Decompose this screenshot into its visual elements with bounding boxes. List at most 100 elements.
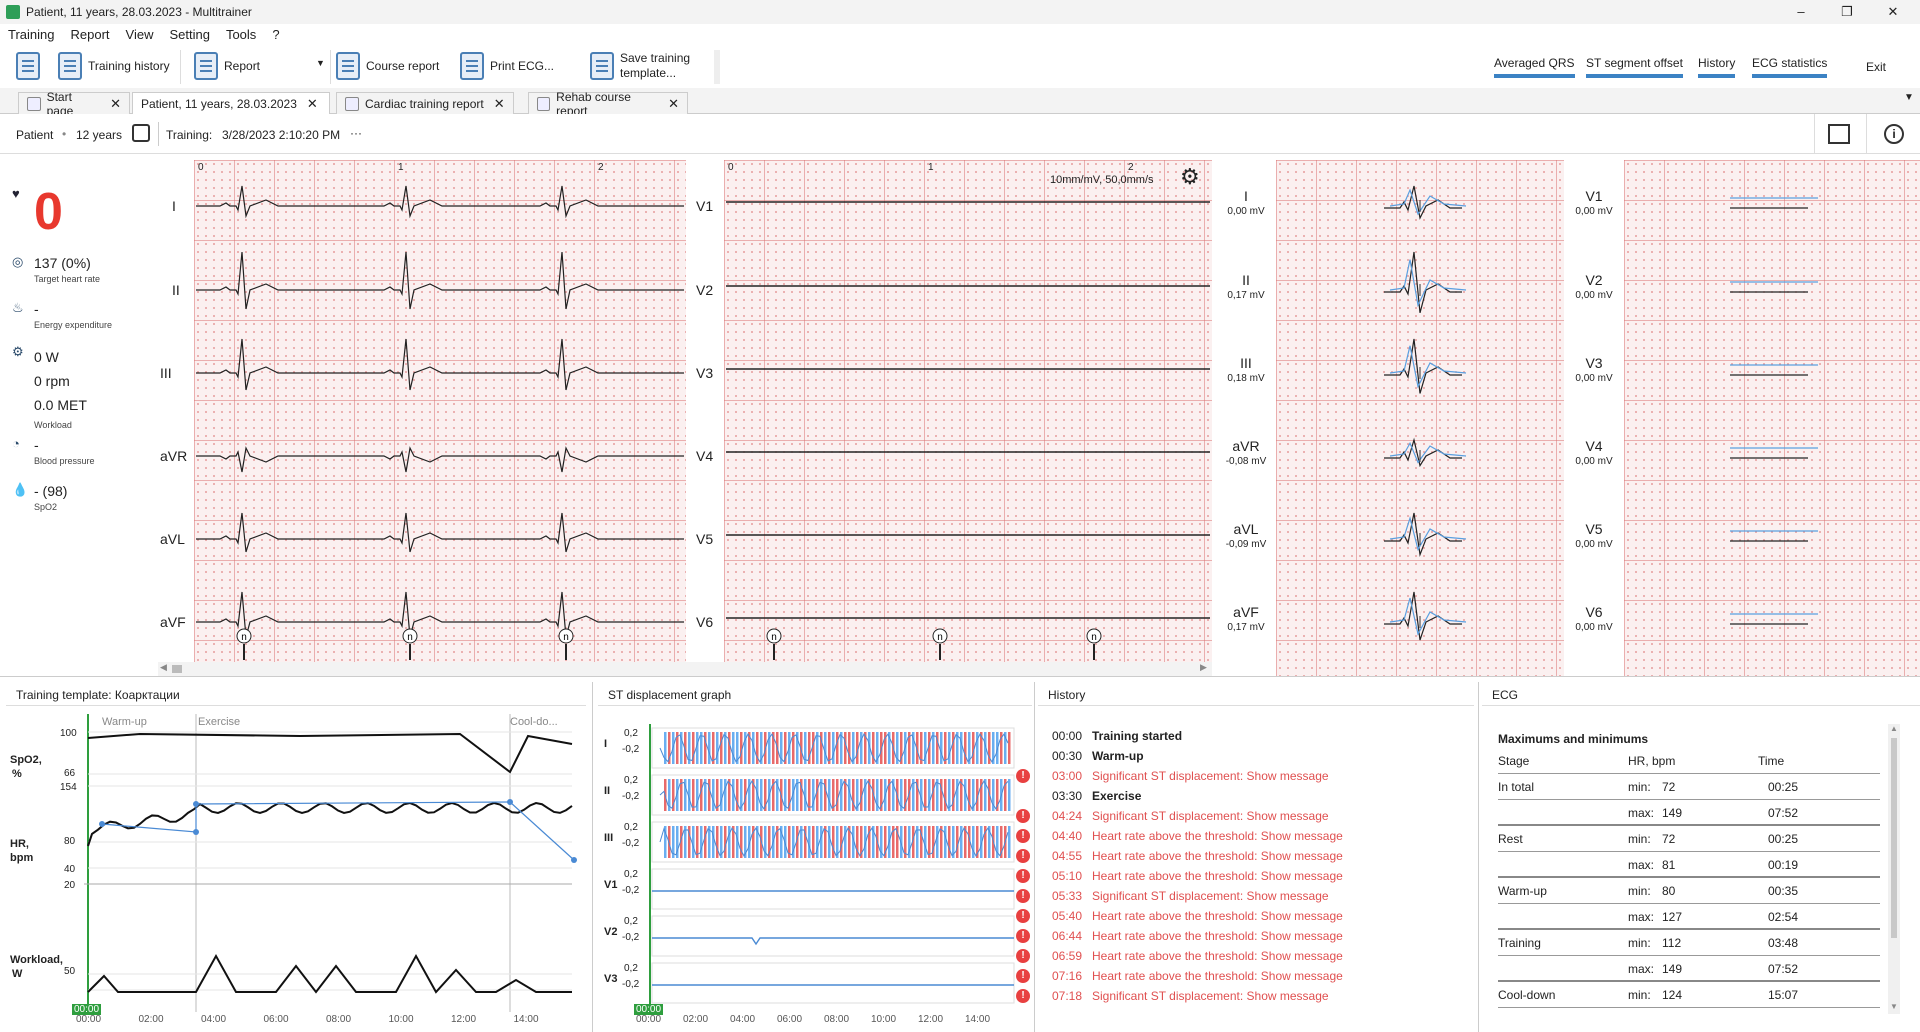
st-bar [920, 779, 923, 811]
scroll-left-icon[interactable]: ◀ [160, 662, 167, 672]
tab-history[interactable]: History [1698, 56, 1736, 78]
st-bar [912, 732, 915, 764]
st-bar [916, 826, 919, 858]
history-text: Heart rate above the threshold: Show mes… [1092, 929, 1343, 943]
patient-card-icon[interactable] [132, 124, 150, 142]
tab-ecg-statistics[interactable]: ECG statistics [1752, 56, 1828, 78]
spo2-tick-66: 66 [64, 768, 76, 779]
maximize-button[interactable]: ❐ [1841, 4, 1853, 19]
menu-tools[interactable]: Tools [225, 26, 257, 42]
close-button[interactable]: ✕ [1887, 4, 1899, 19]
st-bar [1004, 779, 1007, 811]
menu-view[interactable]: View [125, 26, 154, 42]
lead-label-v3: V3 [696, 365, 714, 381]
beat-marker-circle [402, 628, 418, 644]
st-bar [756, 826, 759, 858]
report-button[interactable]: Report [194, 48, 260, 84]
tab-overflow-icon[interactable]: ▼ [1904, 92, 1914, 103]
save-button[interactable] [16, 48, 46, 84]
stats-row: max: 127 02:54 [1498, 904, 1880, 930]
stats-scrollbar[interactable]: ▲ ▼ [1888, 724, 1900, 1014]
alert-icon: ! [1016, 909, 1030, 923]
st-bar [724, 732, 727, 764]
save-template-button[interactable]: Save training template... [590, 48, 690, 84]
stats-hr: 127 [1662, 910, 1683, 924]
alert-icon: ! [1016, 849, 1030, 863]
avg-qrs-blue [1389, 441, 1467, 464]
tab-cardiac-training-report[interactable]: Cardiac training report ✕ [336, 92, 514, 114]
phase-exercise: Exercise [198, 716, 241, 728]
hr-target-point [571, 857, 577, 863]
ecg-grid-limb [194, 160, 686, 662]
st-bar [860, 779, 863, 811]
st-bar [892, 779, 895, 811]
scroll-up-icon[interactable]: ▲ [1890, 724, 1898, 733]
st-time-tick: 04:00 [730, 1014, 756, 1025]
info-icon[interactable]: i [1884, 124, 1904, 144]
stats-scroll-thumb[interactable] [1891, 738, 1897, 938]
vitals-panel: ♥ 0 ◎ 137 (0%) Target heart rate ♨ - Energy e… [0, 155, 158, 675]
scroll-thumb[interactable] [172, 665, 182, 673]
bike-icon: ⚙ [12, 344, 24, 359]
st-graph-lead-iii: III [604, 832, 614, 844]
close-tab-icon[interactable]: ✕ [306, 95, 318, 111]
close-tab-icon[interactable]: ✕ [668, 95, 679, 111]
scroll-down-icon[interactable]: ▼ [1890, 1002, 1898, 1011]
st-bar [876, 779, 879, 811]
menu-setting[interactable]: Setting [169, 26, 210, 42]
template-time-tick: 10:00 [388, 1014, 414, 1025]
st-lead-avr: aVR [1232, 438, 1260, 454]
st-lead-avl: aVL [1233, 521, 1259, 537]
st-bar [728, 732, 731, 764]
training-history-button[interactable]: Training history [58, 48, 170, 84]
fullscreen-icon[interactable] [1828, 124, 1850, 144]
st-bar [708, 826, 711, 858]
close-tab-icon[interactable]: ✕ [493, 95, 505, 111]
alert-icon: ! [1016, 969, 1030, 983]
stats-kind: min: [1628, 988, 1651, 1002]
tab-patient[interactable]: Patient, 11 years, 28.03.2023 ✕ [132, 92, 330, 114]
history-text: Heart rate above the threshold: Show mes… [1092, 969, 1343, 983]
tab-averaged-qrs[interactable]: Averaged QRS [1494, 56, 1575, 78]
menu-report[interactable]: Report [70, 26, 110, 42]
workload-label: Workload [34, 420, 72, 430]
st-bar [844, 779, 847, 811]
menu-help[interactable]: ? [272, 26, 280, 42]
st-value-v5: 0,00 mV [1575, 539, 1613, 550]
st-bar [788, 826, 791, 858]
menu-training[interactable]: Training [8, 26, 55, 42]
history-item: ! 07:18 Significant ST displacement: Show … [1016, 986, 1329, 1006]
document-tabs: Start page ✕ Patient, 11 years, 28.03.202… [0, 88, 1920, 118]
st-bar [948, 826, 951, 858]
stats-header-row: Stage HR, bpm Time [1498, 748, 1880, 774]
workload-line [87, 953, 572, 994]
lead-label-iii: III [160, 365, 172, 381]
course-report-button[interactable]: Course report [336, 48, 439, 84]
st-bar [776, 779, 779, 811]
stats-row: Training min: 112 03:48 [1498, 930, 1880, 956]
template-time-tick: 04:00 [201, 1014, 227, 1025]
exit-button[interactable]: Exit [1866, 60, 1887, 74]
close-tab-icon[interactable]: ✕ [110, 95, 121, 111]
st-bar [824, 732, 827, 764]
hr-target-point [193, 801, 199, 807]
report-dropdown-icon[interactable]: ▼ [316, 58, 325, 68]
ecg-scrollbar[interactable]: ◀ ▶ [158, 662, 1212, 676]
st-lead-iii: III [1240, 355, 1252, 371]
ecg-settings-gear-icon[interactable]: ⚙ [1180, 164, 1200, 189]
print-ecg-button[interactable]: Print ECG... [460, 48, 554, 84]
st-bar [764, 826, 767, 858]
st-bar [960, 826, 963, 858]
more-button[interactable]: ··· [350, 126, 362, 140]
st-bar [668, 732, 671, 764]
st-bar [936, 779, 939, 811]
spo2-tick-100: 100 [60, 728, 77, 739]
st-bar [900, 779, 903, 811]
tab-st-segment-offset[interactable]: ST segment offset [1586, 56, 1683, 78]
st-lead-box [651, 915, 1015, 957]
dot-separator: • [62, 127, 67, 141]
st-bar [912, 779, 915, 811]
minimize-button[interactable]: – [1797, 4, 1805, 19]
st-graph-lead-i: I [604, 738, 608, 750]
scroll-right-icon[interactable]: ▶ [1200, 662, 1207, 672]
